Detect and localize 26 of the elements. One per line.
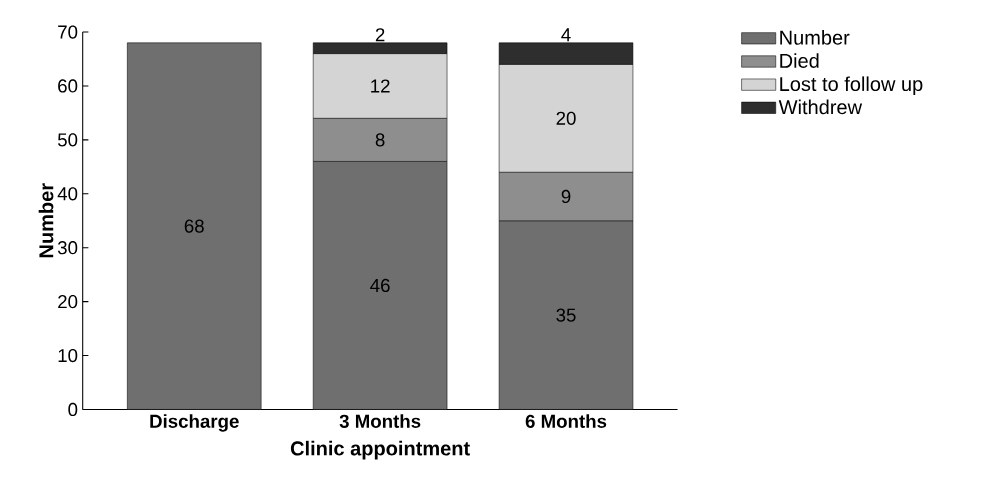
x-tick-label: Discharge [150,414,239,432]
data-label: 8 [375,133,385,147]
data-label: 9 [561,189,571,204]
x-tick-label: 3 Months [339,414,421,428]
y-tick-label: 20 [58,295,78,309]
x-tick-label: 6 Months [525,414,607,428]
legend-label: Died [780,53,819,68]
data-label: 20 [556,111,576,125]
y-tick-label: 40 [57,187,78,201]
data-label: 4 [561,28,571,42]
legend-label: Lost to follow up [780,76,923,96]
data-label: 46 [370,278,390,293]
y-tick-label: 70 [58,25,78,39]
y-tick-label: 30 [57,241,78,255]
legend-label: Number [780,30,850,45]
y-tick-label: 10 [58,349,78,363]
data-label: 12 [371,79,390,93]
y-tick-label: 60 [58,79,78,93]
y-axis-title: Number [38,183,54,258]
data-label: 68 [184,219,204,233]
data-label: 35 [556,308,576,322]
y-tick-label: 0 [68,402,78,417]
legend-label: Withdrew [778,99,863,115]
x-axis-title: Clinic appointment [290,440,470,460]
data-label: 2 [375,28,385,42]
y-tick-label: 50 [57,133,78,147]
